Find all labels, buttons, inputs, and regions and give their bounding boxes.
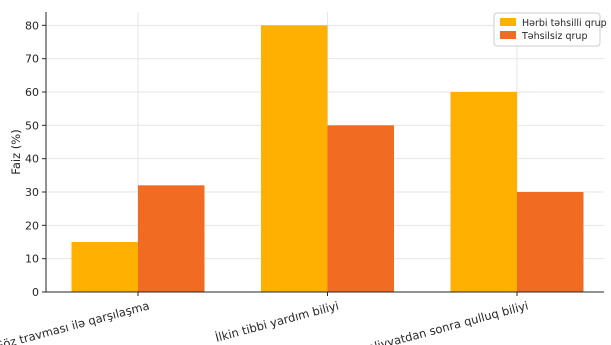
- x-ticks: Göz travması ilə qarşılaşma İlkin tibbi y…: [0, 292, 530, 345]
- y-axis-title: Faiz (%): [9, 129, 23, 174]
- bar-military-trained-2: [450, 92, 517, 292]
- legend-swatch: [500, 31, 516, 39]
- bars: [71, 25, 584, 292]
- legend-frame: [493, 12, 601, 47]
- legend: Hərbi təhsilli qrup Təhsilsiz qrup: [493, 12, 607, 47]
- y-tick-label: 30: [25, 186, 39, 199]
- y-tick-label: 50: [25, 119, 39, 132]
- x-category-label: Göz travması ilə qarşılaşma: [0, 298, 151, 345]
- legend-swatch: [500, 18, 516, 26]
- bar-military-trained-1: [261, 25, 328, 292]
- x-category-label: Əməliyyatdan sonra qulluq biliyi: [346, 298, 529, 345]
- y-tick-label: 40: [25, 153, 39, 166]
- x-category-label: İlkin tibbi yardım biliyi: [214, 297, 341, 344]
- legend-label: Təhsilsiz qrup: [521, 31, 587, 42]
- bar-military-trained-0: [71, 242, 138, 292]
- legend-label: Hərbi təhsilli qrup: [522, 18, 607, 29]
- bar-untrained-0: [138, 185, 205, 292]
- y-tick-label: 0: [32, 286, 39, 299]
- y-tick-label: 10: [25, 253, 39, 266]
- bar-untrained-2: [517, 192, 584, 292]
- y-tick-label: 20: [25, 219, 39, 232]
- y-ticks: 0 10 20 30 40 50 60 70 80: [25, 19, 46, 299]
- y-tick-label: 70: [25, 53, 39, 66]
- y-tick-label: 60: [25, 86, 39, 99]
- y-tick-label: 80: [25, 19, 39, 32]
- bar-untrained-1: [327, 125, 394, 292]
